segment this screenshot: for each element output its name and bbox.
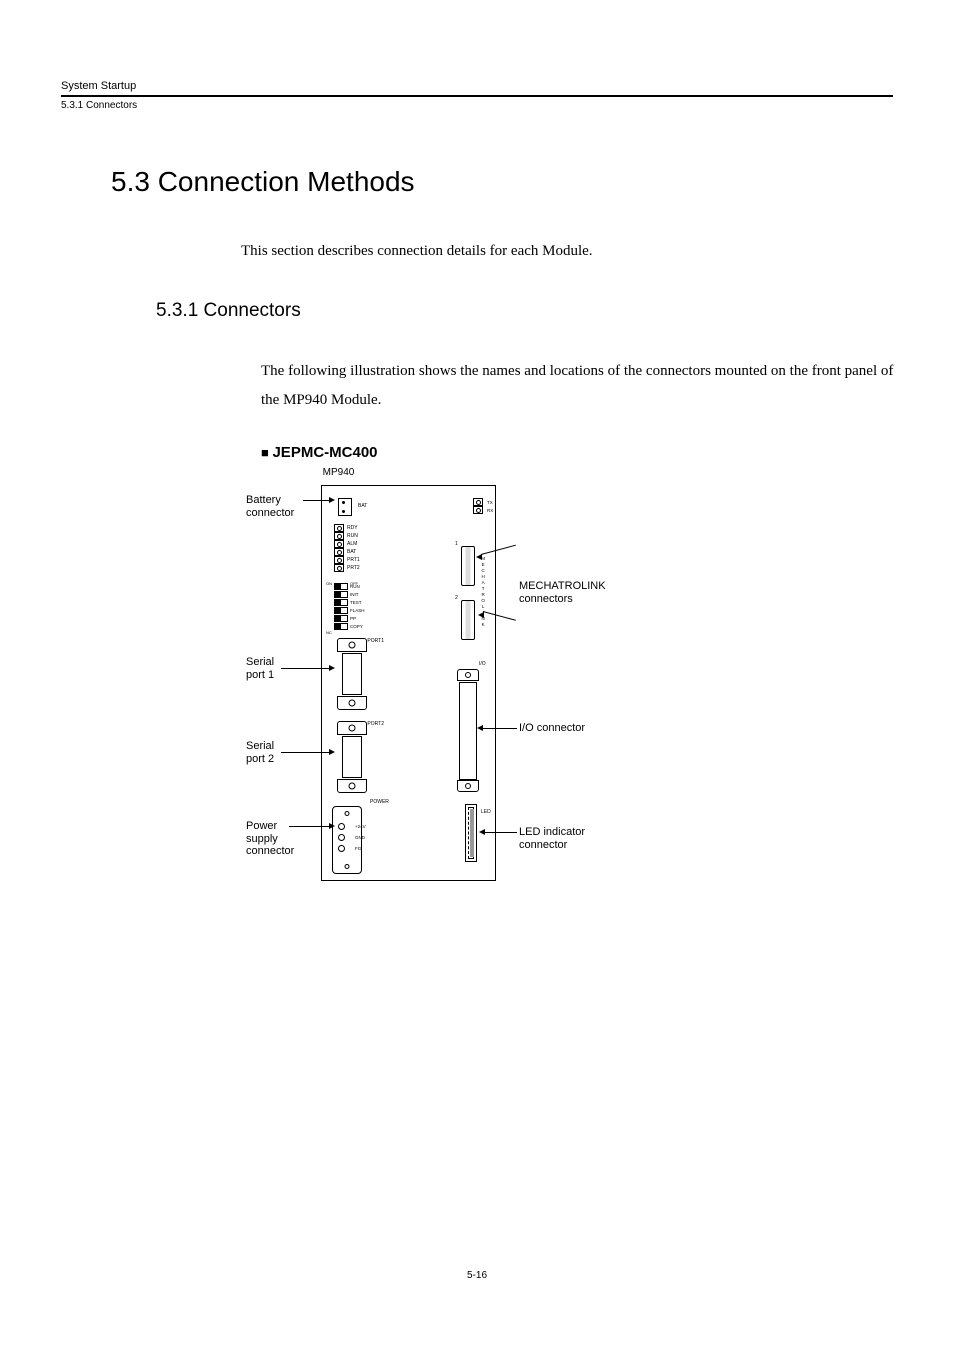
led-prt2: PRT2 — [347, 565, 360, 571]
module-label: MP940 — [251, 467, 426, 478]
port1-label: PORT1 — [367, 638, 384, 644]
txrx-led-diagram: TX RX — [473, 498, 483, 518]
figure-title: JEPMC-MC400 — [261, 444, 893, 461]
port2-label: PORT2 — [367, 721, 384, 727]
sw-test: TEST — [350, 600, 362, 605]
mlink-2-label: 2 — [455, 595, 458, 601]
led-alm: ALM — [347, 541, 357, 547]
battery-connector-diagram — [334, 498, 356, 516]
serial-port-2-diagram: PORT2 — [332, 721, 372, 793]
callout-serial1: Serialport 1 — [246, 656, 274, 681]
led-run: RUN — [347, 533, 358, 539]
module-outline: BAT RDY RUN ALM BAT PRT1 PRT2 ON OFF RUN… — [321, 485, 496, 881]
figure-diagram: MP940 BAT RDY RUN ALM BAT PRT1 PRT2 ON O… — [251, 476, 651, 891]
callout-led: LED indicatorconnector — [519, 826, 585, 851]
callout-serial2: Serialport 2 — [246, 740, 274, 765]
dip-switch-stack: ON OFF RUN INIT TEST FLASH PP COPY NC — [334, 582, 365, 630]
pw-gnd: GND — [355, 835, 365, 840]
section-title: 5.3 Connection Methods — [111, 166, 893, 198]
tx-label: TX — [487, 499, 493, 507]
sw-flash: FLASH — [350, 608, 365, 613]
led-indicator-diagram: LED — [465, 804, 477, 862]
mechatrolink-diagram: 1 2 MECHATROLINK — [461, 546, 475, 654]
subsection-title: 5.3.1 Connectors — [156, 300, 893, 322]
serial-port-1-diagram: PORT1 — [332, 638, 372, 710]
header-rule — [61, 95, 893, 97]
sw-on-label: ON — [326, 581, 332, 586]
sw-off-label: OFF — [350, 581, 358, 586]
header-chapter: System Startup — [61, 80, 893, 92]
status-led-stack: RDY RUN ALM BAT PRT1 PRT2 — [334, 524, 360, 572]
pw-fg: FG — [355, 846, 361, 851]
led-rdy: RDY — [347, 525, 358, 531]
rx-label: RX — [487, 507, 493, 515]
power-label: POWER — [370, 799, 389, 805]
subsection-body: The following illustration shows the nam… — [261, 357, 901, 414]
page-number: 5-16 — [0, 1270, 954, 1281]
io-label: I/O — [479, 661, 486, 667]
mlink-1-label: 1 — [455, 541, 458, 547]
callout-battery: Batteryconnector — [246, 494, 294, 519]
sw-pp: PP — [350, 616, 356, 621]
callout-io: I/O connector — [519, 722, 585, 735]
power-connector-diagram: POWER +24V GND FG — [332, 806, 372, 874]
callout-mlink: MECHATROLINKconnectors — [519, 580, 606, 605]
section-intro: This section describes connection detail… — [241, 243, 893, 260]
led-prt1: PRT1 — [347, 557, 360, 563]
led-bat: BAT — [347, 549, 356, 555]
callout-power: Powersupplyconnector — [246, 820, 294, 858]
sw-init: INIT — [350, 592, 359, 597]
io-connector-diagram: I/O — [457, 669, 479, 793]
sw-nc-label: NC — [326, 630, 332, 635]
ledind-label: LED — [481, 809, 491, 815]
header-section-ref: 5.3.1 Connectors — [61, 100, 893, 111]
sw-copy: COPY — [350, 624, 363, 629]
pw-24v: +24V — [355, 824, 366, 829]
bat-label: BAT — [358, 503, 367, 509]
